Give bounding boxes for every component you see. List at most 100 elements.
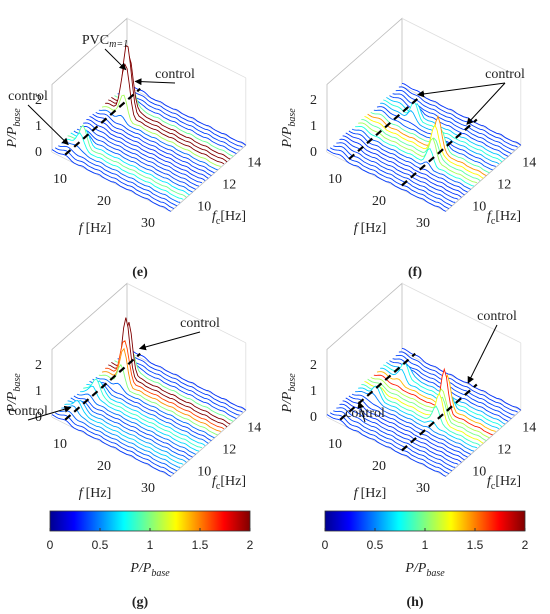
f-tick-label: 10 — [53, 172, 67, 187]
f-tick-label: 30 — [141, 481, 155, 496]
trace — [92, 378, 212, 442]
fc-tick-label: 10 — [472, 199, 486, 214]
annotation-arrow — [27, 405, 72, 421]
z-tick-label: 0 — [35, 145, 42, 160]
panel-label: (e) — [132, 265, 148, 280]
trace-fill — [111, 322, 231, 425]
annotation-arrow — [104, 48, 127, 71]
trace — [83, 122, 203, 184]
guide-line — [64, 352, 141, 421]
trace — [70, 397, 190, 461]
colorbar-tick-label: 0 — [322, 538, 329, 552]
trace-fill — [123, 351, 243, 414]
fc-label-sub: c — [216, 481, 221, 492]
annotation: control — [8, 89, 48, 104]
trace — [70, 129, 190, 196]
trace — [108, 44, 228, 163]
fc-tick-label: 10 — [472, 464, 486, 479]
trace-fill — [123, 86, 243, 149]
guide-line — [401, 118, 478, 187]
trace — [355, 126, 475, 187]
colorbar-label-sub: base — [426, 568, 445, 579]
z-axis-label: P/Pbase — [280, 108, 298, 149]
axis-box — [126, 283, 246, 344]
z-label-main: P/P — [280, 391, 295, 413]
annotation: PVCm=1 — [82, 33, 128, 50]
trace — [51, 149, 172, 212]
fc-axis-label: fc[Hz] — [212, 474, 246, 492]
z-tick-label: 1 — [35, 384, 42, 399]
fc-tick-label: 12 — [222, 442, 236, 457]
fc-axis-label: fc[Hz] — [487, 209, 521, 227]
annotation: control — [345, 406, 385, 421]
trace — [101, 347, 221, 432]
trace-fill — [108, 317, 228, 427]
z-tick-label: 0 — [310, 145, 317, 160]
panel-label: (f) — [408, 265, 422, 280]
annotation-text: control — [155, 67, 195, 82]
trace — [98, 363, 218, 436]
annotation-text: control — [180, 316, 220, 331]
annotation-text: control — [8, 404, 48, 419]
annotation: control — [485, 67, 525, 82]
colorbar-tick-label: 0 — [47, 538, 54, 552]
colorbar-label-sub: base — [151, 568, 170, 579]
colorbar-tick-label: 1 — [147, 538, 154, 552]
guide-line — [64, 87, 141, 156]
trace — [398, 351, 518, 413]
trace-fill — [64, 133, 184, 201]
fc-tick-label: 14 — [247, 155, 261, 170]
f-tick-label: 30 — [416, 216, 430, 231]
trace — [123, 351, 243, 413]
z-tick-label: 0 — [35, 410, 42, 425]
colorbar-label: P/Pbase — [129, 561, 170, 579]
fc-tick-label: 10 — [197, 464, 211, 479]
f-label-unit: [Hz] — [86, 486, 112, 501]
f-tick-label: 20 — [97, 459, 111, 474]
fc-label-main: f — [212, 474, 218, 489]
annotation: control — [155, 67, 195, 82]
trace-fill — [52, 414, 171, 477]
trace — [326, 414, 447, 477]
axis-box — [401, 283, 521, 344]
z-tick-label: 1 — [310, 384, 317, 399]
fc-tick-label: 12 — [497, 177, 511, 192]
f-tick-label: 20 — [97, 194, 111, 209]
trace-fill — [380, 103, 499, 165]
f-tick-label: 20 — [372, 194, 386, 209]
annotation: control — [477, 309, 517, 324]
trace — [83, 378, 203, 449]
trace — [80, 385, 200, 452]
trace — [89, 380, 209, 444]
annotation-text: control — [477, 309, 517, 324]
trace — [401, 348, 522, 411]
z-tick-label: 1 — [35, 119, 42, 134]
f-tick-label: 10 — [53, 437, 67, 452]
f-label-unit: [Hz] — [361, 221, 387, 236]
fc-axis-label: fc[Hz] — [212, 209, 246, 227]
trace — [336, 407, 456, 468]
annotation: control — [8, 404, 48, 419]
trace-fill — [83, 378, 203, 449]
trace — [364, 380, 484, 444]
trace — [105, 340, 225, 430]
trace — [348, 395, 468, 458]
trace — [329, 412, 450, 475]
trace-fill — [333, 410, 453, 471]
trace — [126, 348, 247, 411]
annotation-text: control — [8, 89, 48, 104]
trace — [114, 349, 234, 422]
trace — [123, 86, 243, 148]
f-tick-label: 30 — [416, 481, 430, 496]
trace — [98, 109, 218, 171]
trace-fill — [345, 132, 465, 195]
trace — [95, 111, 215, 174]
z-axis-label: P/Pbase — [280, 373, 298, 414]
f-label-unit: [Hz] — [86, 221, 112, 236]
f-label-unit: [Hz] — [361, 486, 387, 501]
trace-fill — [61, 142, 181, 204]
trace — [361, 119, 481, 181]
colorbar-label-main: P/P — [404, 561, 426, 576]
trace — [120, 89, 240, 151]
trace — [358, 385, 478, 449]
